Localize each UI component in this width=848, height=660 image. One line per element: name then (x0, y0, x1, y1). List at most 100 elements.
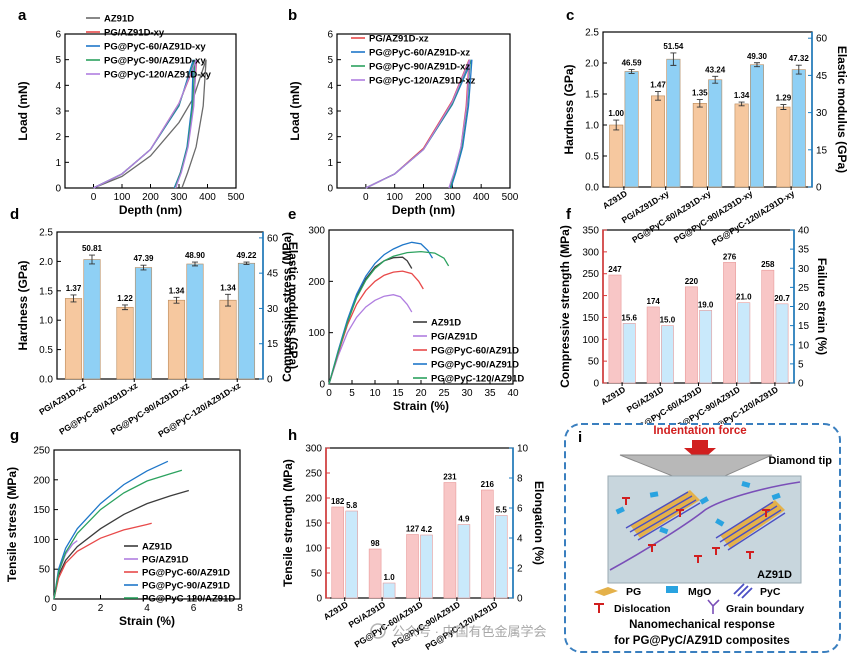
x-tick-label: 400 (199, 192, 216, 203)
y2-tick-label: 0 (517, 594, 523, 605)
y-tick-label: 200 (582, 291, 599, 302)
series-line-4 (365, 59, 471, 189)
y2-tick-label: 15 (798, 321, 810, 332)
x-tick-label: 20 (415, 388, 427, 399)
bar-value-label: 98 (371, 539, 380, 548)
y-tick-label: 250 (33, 446, 50, 457)
x-tick-label: 5 (349, 388, 355, 399)
y-tick-label: 2.0 (39, 257, 53, 268)
y-tick-label: 200 (308, 277, 325, 288)
x-tick-label: 2 (98, 603, 104, 614)
series-line-5 (328, 250, 450, 385)
mgo-particles (615, 481, 781, 535)
y2-tick-label: 0 (816, 183, 822, 194)
y2-tick-label: 45 (816, 71, 828, 82)
x-tick-label: 300 (171, 192, 188, 203)
bar-value-label: 4.9 (458, 515, 470, 524)
x-axis-title: Depth (nm) (119, 203, 182, 217)
schematic-caption-line2: for PG@PyC/AZ91D composites (614, 635, 789, 647)
wechat-icon (370, 623, 386, 639)
series-line-1 (93, 59, 207, 189)
y-tick-label: 50 (39, 565, 51, 576)
grain-boundary-legend-label: Grain boundary (726, 603, 804, 615)
bar-value-label: 1.47 (650, 81, 666, 90)
bar-left-4 (734, 103, 749, 188)
bar-value-label: 220 (685, 277, 699, 286)
y-tick-label: 1.5 (585, 90, 599, 101)
mgo-legend-label: MgO (688, 586, 711, 598)
series-line-4 (53, 460, 169, 600)
y2-tick-label: 6 (517, 504, 523, 515)
bar-right-3 (699, 310, 713, 384)
y2-tick-label: 8 (517, 474, 523, 485)
y2-tick-label: 30 (816, 108, 828, 119)
y-tick-label: 2.5 (39, 228, 53, 239)
y2-tick-label: 20 (798, 302, 810, 313)
bar-value-label: 127 (406, 525, 420, 534)
mgo-legend-icon (666, 586, 678, 593)
bar-value-label: 258 (761, 260, 775, 269)
x-tick-label: 400 (473, 192, 490, 203)
pyc-legend-label: PyC (760, 586, 781, 598)
bar-left-2 (368, 548, 382, 599)
y-tick-label: 2 (327, 132, 333, 143)
bar-value-label: 19.0 (698, 300, 714, 309)
bar-right-4 (237, 262, 256, 380)
bar-value-label: 174 (647, 297, 661, 306)
x-axis-title: Depth (nm) (392, 203, 455, 217)
force-arrow-icon (684, 440, 716, 462)
bar-left-3 (406, 534, 419, 599)
x-axis-title: Strain (%) (119, 614, 175, 628)
y-tick-label: 300 (305, 444, 322, 455)
bar-right-1 (624, 71, 639, 188)
bar-right-1 (345, 510, 358, 599)
bar-left-1 (64, 298, 83, 380)
y2-tick-label: 10 (517, 444, 529, 455)
panel-letter-f: f (566, 206, 572, 223)
y-tick-label: 0.0 (585, 183, 599, 194)
category-label: AZ91D (601, 188, 629, 211)
y-tick-label: 3 (55, 107, 61, 118)
y-axis-title: Tensile strength (MPa) (281, 459, 295, 587)
y2-tick-label: 30 (798, 264, 810, 275)
bar-value-label: 1.22 (117, 294, 133, 303)
indentation-force-label: Indentation force (653, 425, 746, 437)
bar-value-label: 43.24 (705, 65, 726, 74)
bar-value-label: 5.8 (346, 501, 358, 510)
x-tick-label: 35 (484, 388, 496, 399)
panel-e-compressive-curves: e 0 100 200 300 Compressive stress (MPa) 0 5 10 1… (280, 206, 524, 413)
error-bar (628, 69, 635, 74)
bar-right-2 (660, 325, 674, 384)
bar-left-1 (609, 124, 624, 188)
bar-value-label: 216 (481, 480, 495, 489)
bar-value-label: 276 (723, 252, 737, 261)
y-tick-label: 1.0 (585, 121, 599, 132)
y-tick-label: 150 (582, 313, 599, 324)
x-axis-title: Strain (%) (393, 399, 449, 413)
y2-axis-title: Elastic modulus (GPa) (286, 242, 300, 369)
legend-label: PG/AZ91D (431, 332, 478, 343)
bar-value-label: 50.81 (82, 244, 103, 253)
panel-d-hardness-modulus-xz: d 0.0 0.5 1.0 1.5 2.0 2.5 Hardness (GPa) 0 15 30 45… (10, 206, 300, 439)
y2-tick-label: 25 (798, 283, 810, 294)
y2-tick-label: 5 (798, 359, 804, 370)
y-tick-label: 100 (308, 328, 325, 339)
y2-tick-label: 40 (798, 226, 810, 237)
x-tick-label: 0 (363, 192, 369, 203)
y-tick-label: 350 (582, 226, 599, 237)
y-tick-label: 100 (33, 535, 50, 546)
legend-label: PG@PyC-60/AZ91D (431, 346, 519, 357)
y2-tick-label: 45 (267, 269, 279, 280)
bar-left-4 (219, 299, 237, 380)
x-tick-label: 4 (144, 603, 150, 614)
diamond-tip-label: Diamond tip (768, 455, 832, 467)
x-tick-label: 100 (114, 192, 131, 203)
x-tick-label: 200 (415, 192, 432, 203)
bar-left-3 (167, 299, 186, 380)
grain-boundary-legend-icon (707, 599, 720, 614)
legend-label: PG/AZ91D-xz (369, 34, 429, 45)
pg-legend-label: PG (626, 586, 641, 598)
y-tick-label: 200 (305, 494, 322, 505)
series-line-3 (53, 522, 152, 600)
